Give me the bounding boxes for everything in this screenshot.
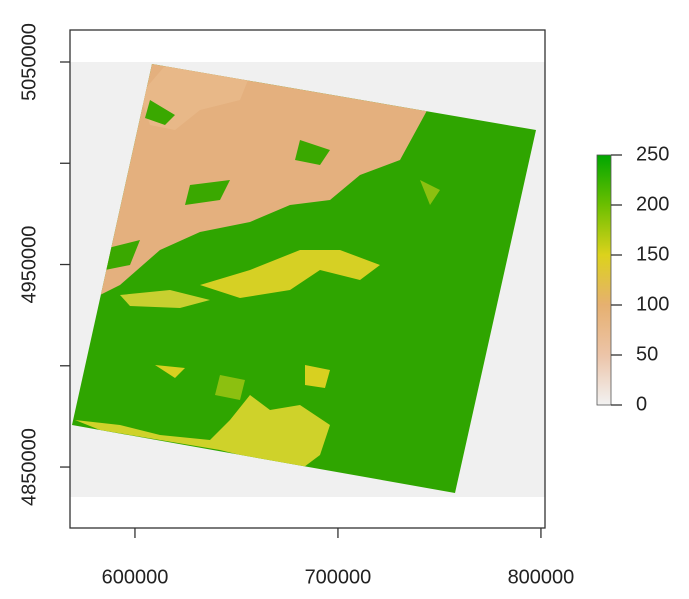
y-tick-label: 5050000 — [18, 23, 40, 101]
colorbar — [596, 154, 612, 406]
raster-yellow — [155, 365, 330, 388]
raster-yellow — [120, 290, 210, 308]
y-tick-label: 4950000 — [18, 226, 40, 304]
raster-image — [72, 64, 536, 493]
colorbar-tick-label: 100 — [636, 293, 669, 315]
raster-yellow — [200, 250, 380, 298]
y-tick-label: 4850000 — [18, 428, 40, 506]
colorbar-tick-label: 200 — [636, 193, 669, 215]
x-tick-label: 600000 — [102, 566, 169, 588]
colorbar-tick-label: 250 — [636, 143, 669, 165]
x-tick-label: 800000 — [508, 566, 575, 588]
raster-green-patch — [100, 100, 330, 270]
x-tick-label: 700000 — [305, 566, 372, 588]
plot-frame — [69, 29, 546, 529]
colorbar-tick-label: 150 — [636, 243, 669, 265]
colorbar-tick-label: 0 — [636, 393, 647, 415]
colorbar-tick-label: 50 — [636, 343, 658, 365]
raster-yellow — [75, 395, 330, 470]
